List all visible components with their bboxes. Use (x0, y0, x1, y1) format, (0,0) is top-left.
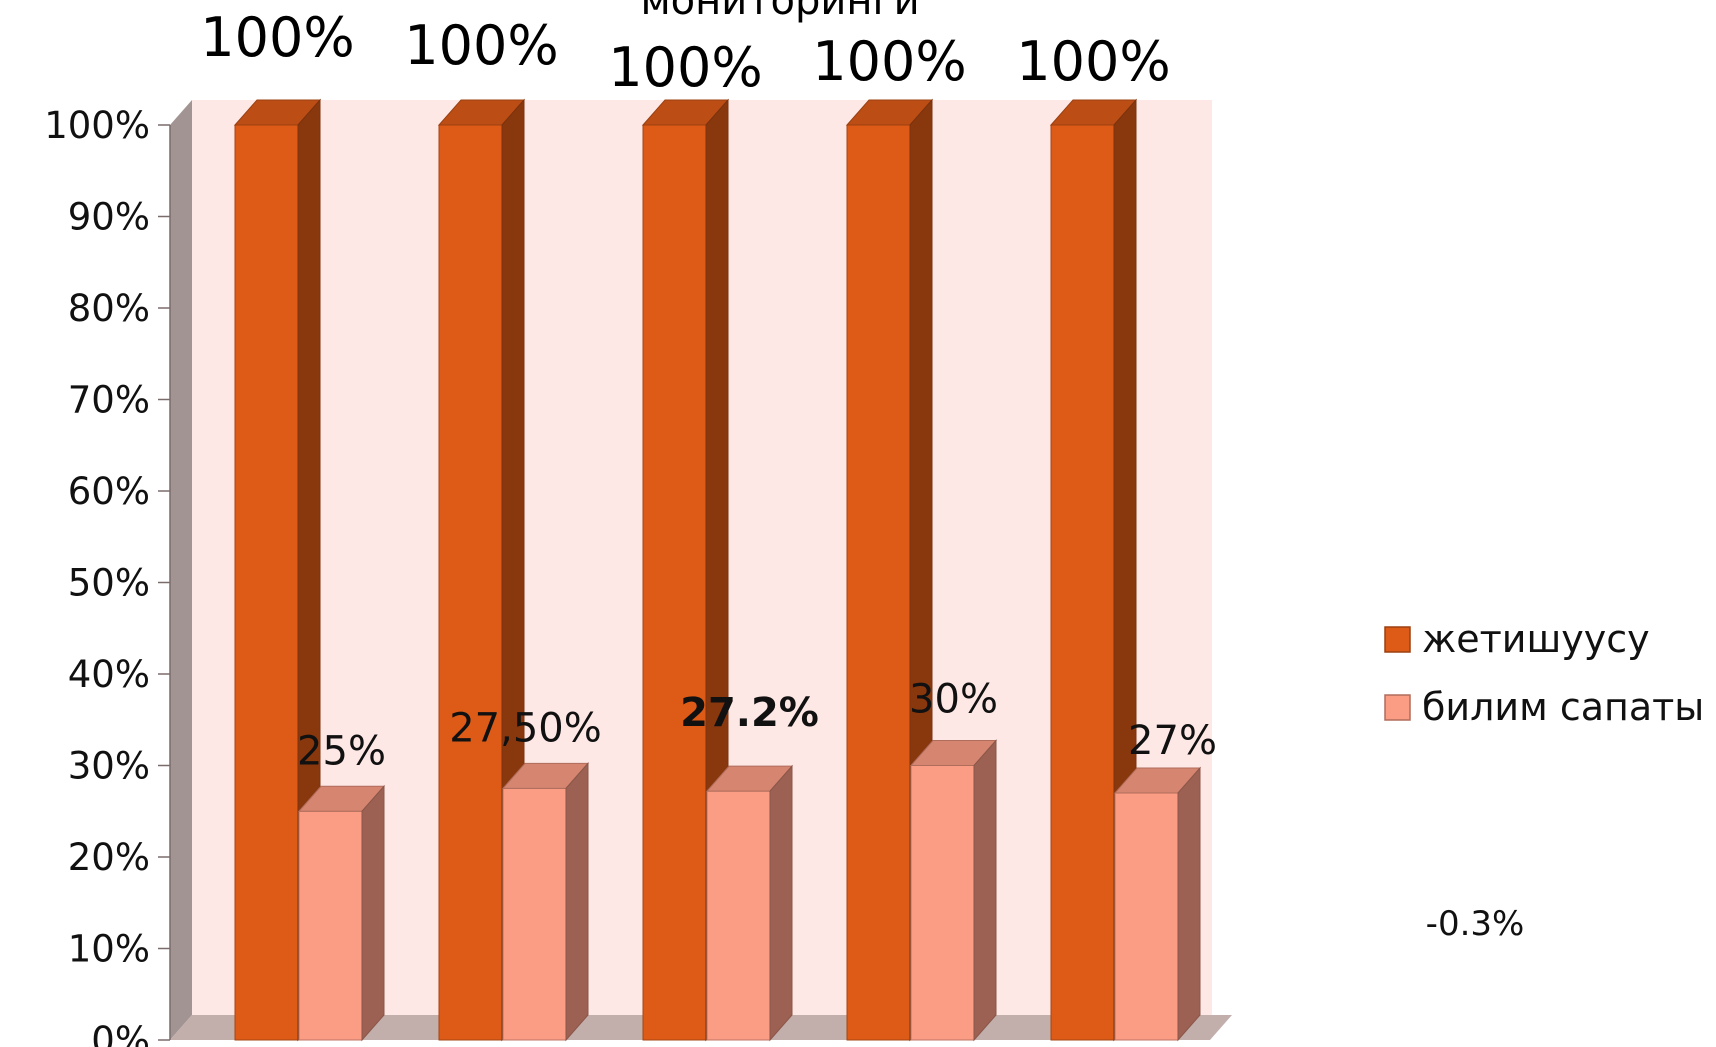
bar-front (910, 765, 975, 1041)
data-label: 30% (909, 677, 998, 723)
bar-side (361, 784, 385, 1042)
data-label: 27.2% (680, 690, 819, 736)
y-tick-label: 40% (68, 653, 150, 696)
data-label: 100% (608, 36, 762, 99)
data-label: 25% (297, 728, 386, 774)
bar-front (298, 810, 363, 1041)
data-label: 27% (1128, 718, 1217, 764)
side-wall (170, 100, 192, 1040)
data-label: 27,50% (449, 705, 602, 751)
bar-front (706, 790, 771, 1041)
y-tick-label: 0% (91, 1019, 150, 1047)
data-label: 100% (812, 30, 966, 93)
legend-item: билим сапаты (1384, 685, 1704, 729)
y-tick-label: 70% (68, 379, 150, 422)
bar-series2-5 (1113, 766, 1202, 1042)
legend-label: жетишуусу (1422, 617, 1650, 661)
legend-swatch (1384, 694, 1411, 721)
bar-front (642, 124, 707, 1041)
data-labels-layer: 100% 100% 100% 100% 100% 25% 27,50% 27.2% 30% 27% (200, 6, 1217, 774)
y-tick-label: 60% (68, 470, 150, 513)
data-label: 100% (200, 6, 354, 69)
y-tick-label: 20% (68, 836, 150, 879)
legend: жетишуусу билим сапаты (1384, 617, 1704, 729)
chart-title: мониторинги (640, 0, 919, 24)
bar-front (438, 124, 503, 1041)
bar-front (1050, 124, 1115, 1041)
bar-series2-2 (501, 762, 590, 1042)
bar-side (565, 762, 589, 1042)
y-axis: 0% 10% 20% 30% 40% 50% 60% 70% 80% 90% 100% (44, 104, 171, 1047)
bar-side (973, 739, 997, 1042)
legend-label: билим сапаты (1422, 685, 1704, 729)
bar-series1-5 (1049, 98, 1138, 1042)
y-tick-label: 10% (68, 928, 150, 971)
legend-item: жетишуусу (1384, 617, 1650, 661)
y-tick-label: 100% (44, 104, 150, 147)
annotation-text: -0.3% (1426, 904, 1525, 944)
bar-front (502, 787, 567, 1041)
data-label: 100% (1016, 30, 1170, 93)
y-tick-label: 50% (68, 562, 150, 605)
bar-front (234, 124, 299, 1041)
y-tick-label: 80% (68, 287, 150, 330)
bar-front (1114, 792, 1179, 1041)
bar-series2-4 (909, 739, 998, 1042)
y-tick-label: 90% (68, 196, 150, 239)
bar-front (846, 124, 911, 1041)
bar-side (769, 764, 793, 1042)
bar-side (1177, 766, 1201, 1042)
data-label: 100% (404, 14, 558, 77)
bar-series2-3 (705, 764, 794, 1042)
bar-series2-1 (297, 784, 386, 1042)
legend-swatch (1384, 626, 1411, 653)
bars-layer (233, 98, 1202, 1042)
y-tick-label: 30% (68, 745, 150, 788)
